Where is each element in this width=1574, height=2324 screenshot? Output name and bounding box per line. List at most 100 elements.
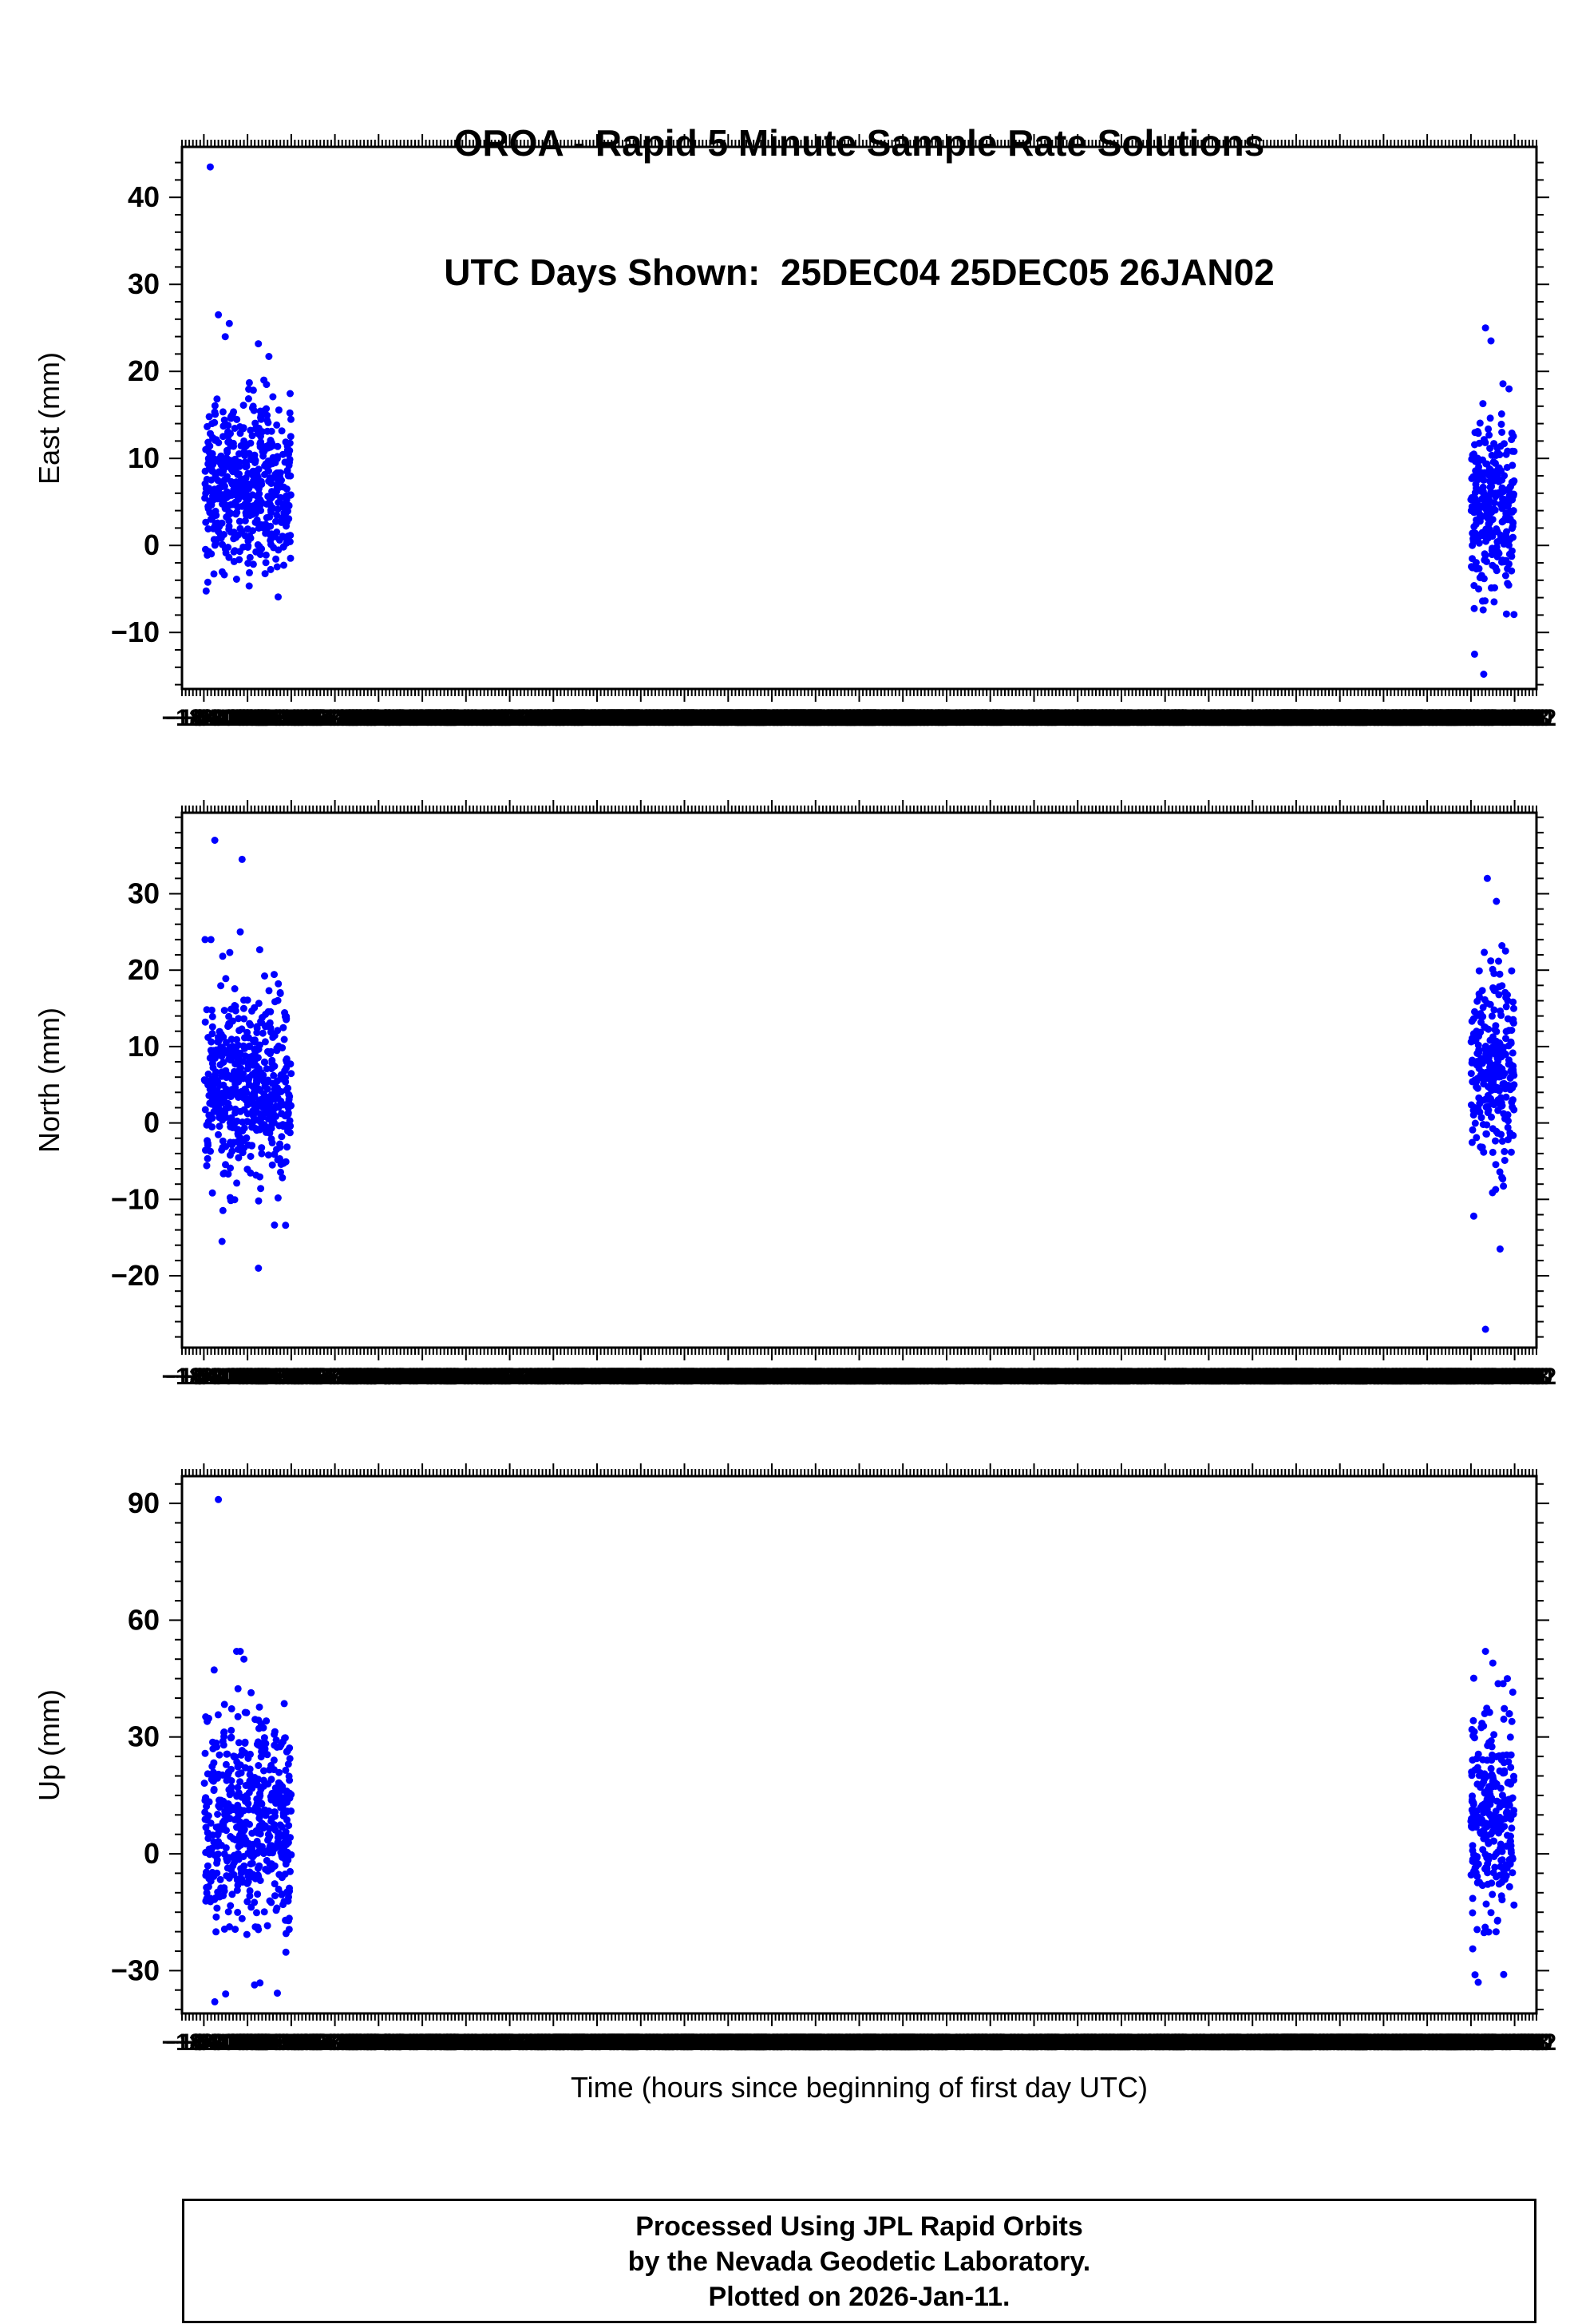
svg-text:100: 100 xyxy=(366,705,405,731)
svg-text:732: 732 xyxy=(1517,1364,1556,1390)
x-tick-labels: −12−10−8−6−4−202468101214161820222426283… xyxy=(162,1364,1556,1390)
panel-frame xyxy=(180,1475,1538,2015)
svg-text:66: 66 xyxy=(310,705,337,731)
svg-text:174: 174 xyxy=(500,705,540,731)
scatter-points xyxy=(200,837,1518,1333)
svg-text:10: 10 xyxy=(209,705,235,731)
svg-text:50: 50 xyxy=(282,705,308,731)
svg-text:124: 124 xyxy=(409,705,449,731)
svg-text:90: 90 xyxy=(354,705,381,731)
svg-text:172: 172 xyxy=(497,705,537,731)
svg-text:114: 114 xyxy=(392,705,431,731)
svg-text:156: 156 xyxy=(468,705,508,731)
svg-text:154: 154 xyxy=(465,705,504,731)
x-tick-labels: −12−10−8−6−4−202468101214161820222426283… xyxy=(162,2029,1556,2056)
svg-text:−10: −10 xyxy=(111,616,160,648)
svg-text:104: 104 xyxy=(374,705,413,731)
svg-text:150: 150 xyxy=(457,705,496,731)
svg-text:30: 30 xyxy=(245,705,271,731)
svg-text:196: 196 xyxy=(540,705,580,731)
svg-text:54: 54 xyxy=(289,705,316,731)
svg-text:22: 22 xyxy=(231,705,257,731)
svg-text:134: 134 xyxy=(428,705,468,731)
y-axis-title-north: North (mm) xyxy=(33,1008,65,1153)
svg-text:86: 86 xyxy=(347,705,374,731)
svg-text:98: 98 xyxy=(369,705,395,731)
svg-text:8: 8 xyxy=(212,705,225,731)
svg-text:136: 136 xyxy=(432,705,472,731)
svg-text:106: 106 xyxy=(377,705,417,731)
svg-text:178: 178 xyxy=(508,705,548,731)
svg-text:16: 16 xyxy=(219,705,246,731)
svg-text:82: 82 xyxy=(340,705,366,731)
svg-text:46: 46 xyxy=(275,705,301,731)
svg-text:160: 160 xyxy=(475,705,515,731)
svg-text:170: 170 xyxy=(493,705,533,731)
x-axis-title: Time (hours since beginning of first day… xyxy=(571,2071,1148,2104)
svg-text:152: 152 xyxy=(461,705,500,731)
east-panel: −10010203040−12−10−8−6−4−202468101214161… xyxy=(111,134,1556,731)
svg-text:88: 88 xyxy=(350,705,377,731)
svg-text:76: 76 xyxy=(329,705,355,731)
svg-text:−20: −20 xyxy=(111,1259,160,1292)
svg-text:−6: −6 xyxy=(180,705,207,731)
svg-text:20: 20 xyxy=(128,953,160,986)
svg-text:148: 148 xyxy=(453,705,493,731)
svg-text:128: 128 xyxy=(417,705,457,731)
svg-text:−10: −10 xyxy=(165,705,206,731)
svg-text:126: 126 xyxy=(413,705,453,731)
panel-frame xyxy=(180,811,1538,1349)
svg-text:−10: −10 xyxy=(111,1182,160,1215)
svg-text:194: 194 xyxy=(537,705,577,731)
svg-text:−12: −12 xyxy=(162,705,203,731)
svg-text:110: 110 xyxy=(385,705,423,731)
svg-text:102: 102 xyxy=(370,705,409,731)
svg-text:36: 36 xyxy=(256,705,283,731)
svg-text:140: 140 xyxy=(439,705,479,731)
svg-text:−2: −2 xyxy=(187,705,214,731)
svg-text:80: 80 xyxy=(336,705,362,731)
svg-text:72: 72 xyxy=(322,705,348,731)
svg-text:64: 64 xyxy=(307,705,334,731)
axis-ticks xyxy=(169,800,1549,1360)
svg-text:198: 198 xyxy=(544,705,584,731)
svg-text:0: 0 xyxy=(144,1107,160,1139)
svg-text:−8: −8 xyxy=(176,705,203,731)
svg-text:10: 10 xyxy=(128,441,160,474)
axis-ticks xyxy=(169,1463,1549,2026)
svg-text:138: 138 xyxy=(435,705,475,731)
axis-ticks xyxy=(169,134,1549,702)
svg-text:166: 166 xyxy=(486,705,526,731)
svg-text:108: 108 xyxy=(381,705,421,731)
footer-line3: Plotted on 2026-Jan-11. xyxy=(708,2282,1010,2312)
svg-text:40: 40 xyxy=(263,705,290,731)
svg-text:0: 0 xyxy=(197,705,211,731)
svg-text:192: 192 xyxy=(533,705,573,731)
svg-text:52: 52 xyxy=(285,705,311,731)
svg-text:180: 180 xyxy=(512,705,552,731)
svg-text:34: 34 xyxy=(252,705,279,731)
panel-frame xyxy=(180,145,1538,691)
svg-text:28: 28 xyxy=(242,705,268,731)
chart-title-line2: UTC Days Shown: 25DEC04 25DEC05 26JAN02 xyxy=(444,251,1275,293)
svg-text:78: 78 xyxy=(333,705,359,731)
y-axis-title-up: Up (mm) xyxy=(33,1689,65,1801)
svg-text:144: 144 xyxy=(446,705,486,731)
scatter-points xyxy=(201,163,1518,678)
svg-text:120: 120 xyxy=(402,705,442,731)
svg-text:116: 116 xyxy=(396,705,434,731)
svg-text:0: 0 xyxy=(144,529,160,561)
svg-text:158: 158 xyxy=(472,705,512,731)
svg-text:2: 2 xyxy=(201,705,215,731)
svg-text:146: 146 xyxy=(449,705,489,731)
svg-text:32: 32 xyxy=(249,705,275,731)
svg-text:92: 92 xyxy=(358,705,385,731)
svg-text:188: 188 xyxy=(526,705,566,731)
svg-text:58: 58 xyxy=(296,705,322,731)
svg-text:42: 42 xyxy=(267,705,294,731)
svg-text:94: 94 xyxy=(362,705,389,731)
svg-text:56: 56 xyxy=(292,705,318,731)
x-tick-labels: −12−10−8−6−4−202468101214161820222426283… xyxy=(162,705,1556,731)
